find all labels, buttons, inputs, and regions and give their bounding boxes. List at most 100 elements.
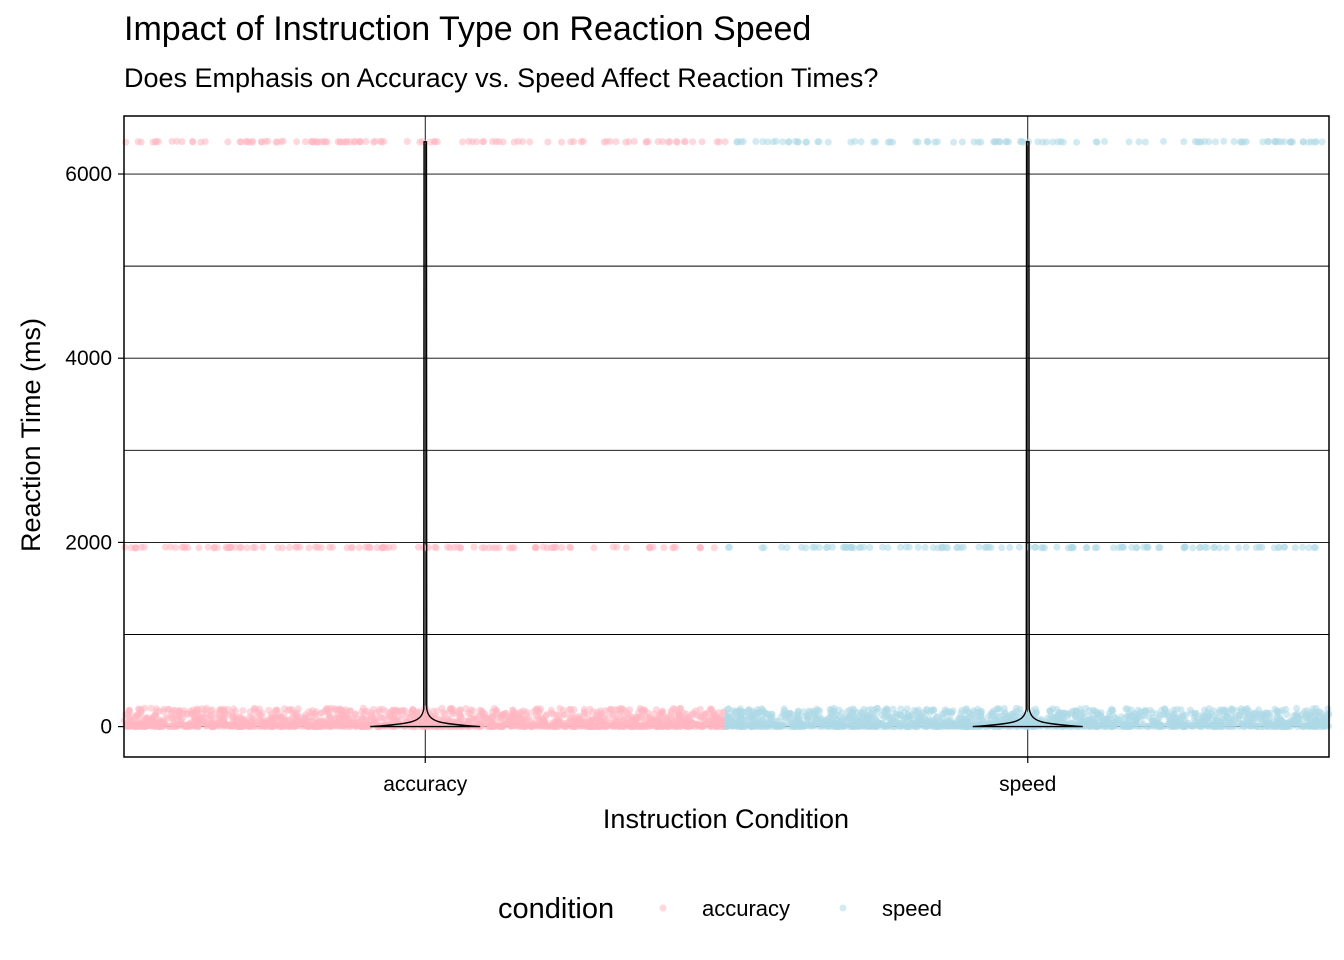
data-point-accuracy	[359, 704, 367, 712]
data-point-speed	[803, 138, 811, 146]
data-point-speed	[998, 544, 1006, 552]
data-point-accuracy	[343, 544, 351, 552]
data-point-speed	[1163, 710, 1171, 718]
data-point-speed	[1272, 723, 1280, 731]
data-point-speed	[815, 544, 823, 551]
data-point-speed	[1303, 707, 1311, 715]
data-point-accuracy	[456, 544, 464, 552]
data-point-accuracy	[277, 713, 285, 721]
data-point-speed	[842, 544, 850, 551]
data-point-speed	[1263, 723, 1271, 730]
data-point-speed	[780, 705, 788, 713]
data-point-speed	[1212, 138, 1219, 146]
data-point-accuracy	[234, 723, 242, 731]
data-point-accuracy	[427, 719, 435, 727]
data-point-speed	[1216, 544, 1224, 552]
data-point-speed	[868, 705, 876, 713]
data-point-accuracy	[189, 138, 197, 146]
data-point-speed	[1262, 712, 1270, 720]
data-point-accuracy	[366, 544, 374, 552]
data-point-accuracy	[333, 721, 341, 729]
data-point-accuracy	[534, 705, 541, 713]
data-point-speed	[1283, 721, 1291, 728]
data-point-speed	[873, 704, 881, 712]
data-point-speed	[1244, 714, 1252, 722]
data-point-accuracy	[126, 722, 134, 729]
data-point-accuracy	[371, 715, 379, 723]
data-point-speed	[1032, 708, 1040, 716]
data-point-speed	[872, 138, 880, 146]
data-point-accuracy	[659, 138, 667, 145]
data-point-speed	[1160, 137, 1167, 145]
violins	[370, 141, 1083, 728]
data-point-accuracy	[680, 138, 688, 145]
data-point-speed	[749, 723, 757, 731]
data-point-accuracy	[620, 723, 628, 731]
data-point-accuracy	[173, 137, 181, 145]
data-point-accuracy	[590, 544, 598, 552]
data-point-accuracy	[570, 706, 578, 713]
data-point-speed	[1032, 719, 1040, 727]
data-point-accuracy	[710, 544, 718, 552]
data-point-speed	[1259, 138, 1267, 146]
data-point-accuracy	[612, 138, 620, 146]
data-point-accuracy	[307, 138, 315, 145]
data-point-speed	[1153, 710, 1160, 718]
data-point-accuracy	[373, 544, 381, 552]
data-point-accuracy	[162, 543, 169, 551]
data-point-accuracy	[542, 722, 550, 730]
data-point-accuracy	[362, 138, 370, 145]
data-point-speed	[914, 543, 922, 551]
data-point-accuracy	[181, 544, 189, 552]
y-axis-title: Reaction Time (ms)	[16, 318, 46, 552]
data-point-accuracy	[464, 719, 472, 727]
data-point-accuracy	[652, 716, 660, 724]
data-point-speed	[1128, 722, 1136, 729]
data-point-speed	[1272, 138, 1280, 146]
data-point-speed	[1178, 722, 1186, 730]
data-point-accuracy	[416, 138, 424, 146]
data-point-accuracy	[650, 722, 658, 730]
data-point-speed	[1242, 543, 1250, 551]
data-point-accuracy	[492, 709, 500, 717]
data-point-accuracy	[558, 722, 566, 730]
data-point-speed	[1210, 707, 1218, 715]
data-point-accuracy	[305, 721, 313, 729]
data-point-accuracy	[602, 138, 610, 145]
data-point-speed	[1291, 721, 1299, 729]
data-point-speed	[896, 543, 904, 551]
data-point-accuracy	[673, 138, 681, 146]
data-point-speed	[1220, 137, 1228, 145]
data-point-accuracy	[707, 705, 715, 713]
data-point-speed	[1216, 709, 1224, 717]
data-point-accuracy	[618, 706, 626, 714]
data-point-speed	[913, 715, 921, 723]
data-point-speed	[755, 709, 763, 717]
data-point-speed	[1299, 543, 1307, 551]
data-point-accuracy	[347, 721, 355, 729]
data-point-speed	[923, 137, 931, 145]
data-point-speed	[833, 722, 841, 730]
data-point-accuracy	[529, 722, 536, 730]
data-point-accuracy	[282, 722, 290, 730]
data-point-speed	[1059, 138, 1067, 146]
axes: 0 2000 4000 6000 accuracy speed	[65, 163, 1056, 796]
data-point-speed	[1299, 138, 1307, 146]
data-point-accuracy	[248, 138, 256, 146]
data-point-accuracy	[201, 138, 209, 146]
data-point-speed	[758, 544, 766, 552]
data-point-accuracy	[446, 544, 454, 552]
data-point-speed	[912, 707, 920, 715]
data-point-speed	[1195, 720, 1203, 728]
data-point-accuracy	[611, 717, 619, 725]
data-point-accuracy	[466, 709, 474, 717]
data-point-speed	[794, 138, 802, 146]
data-point-speed	[1082, 544, 1090, 552]
data-point-accuracy	[251, 544, 259, 551]
data-point-accuracy	[457, 714, 465, 721]
legend: condition accuracy speed	[498, 893, 942, 925]
grid-lines	[124, 116, 1329, 757]
data-point-speed	[879, 720, 887, 728]
data-point-accuracy	[205, 722, 213, 729]
data-point-accuracy	[352, 710, 359, 718]
